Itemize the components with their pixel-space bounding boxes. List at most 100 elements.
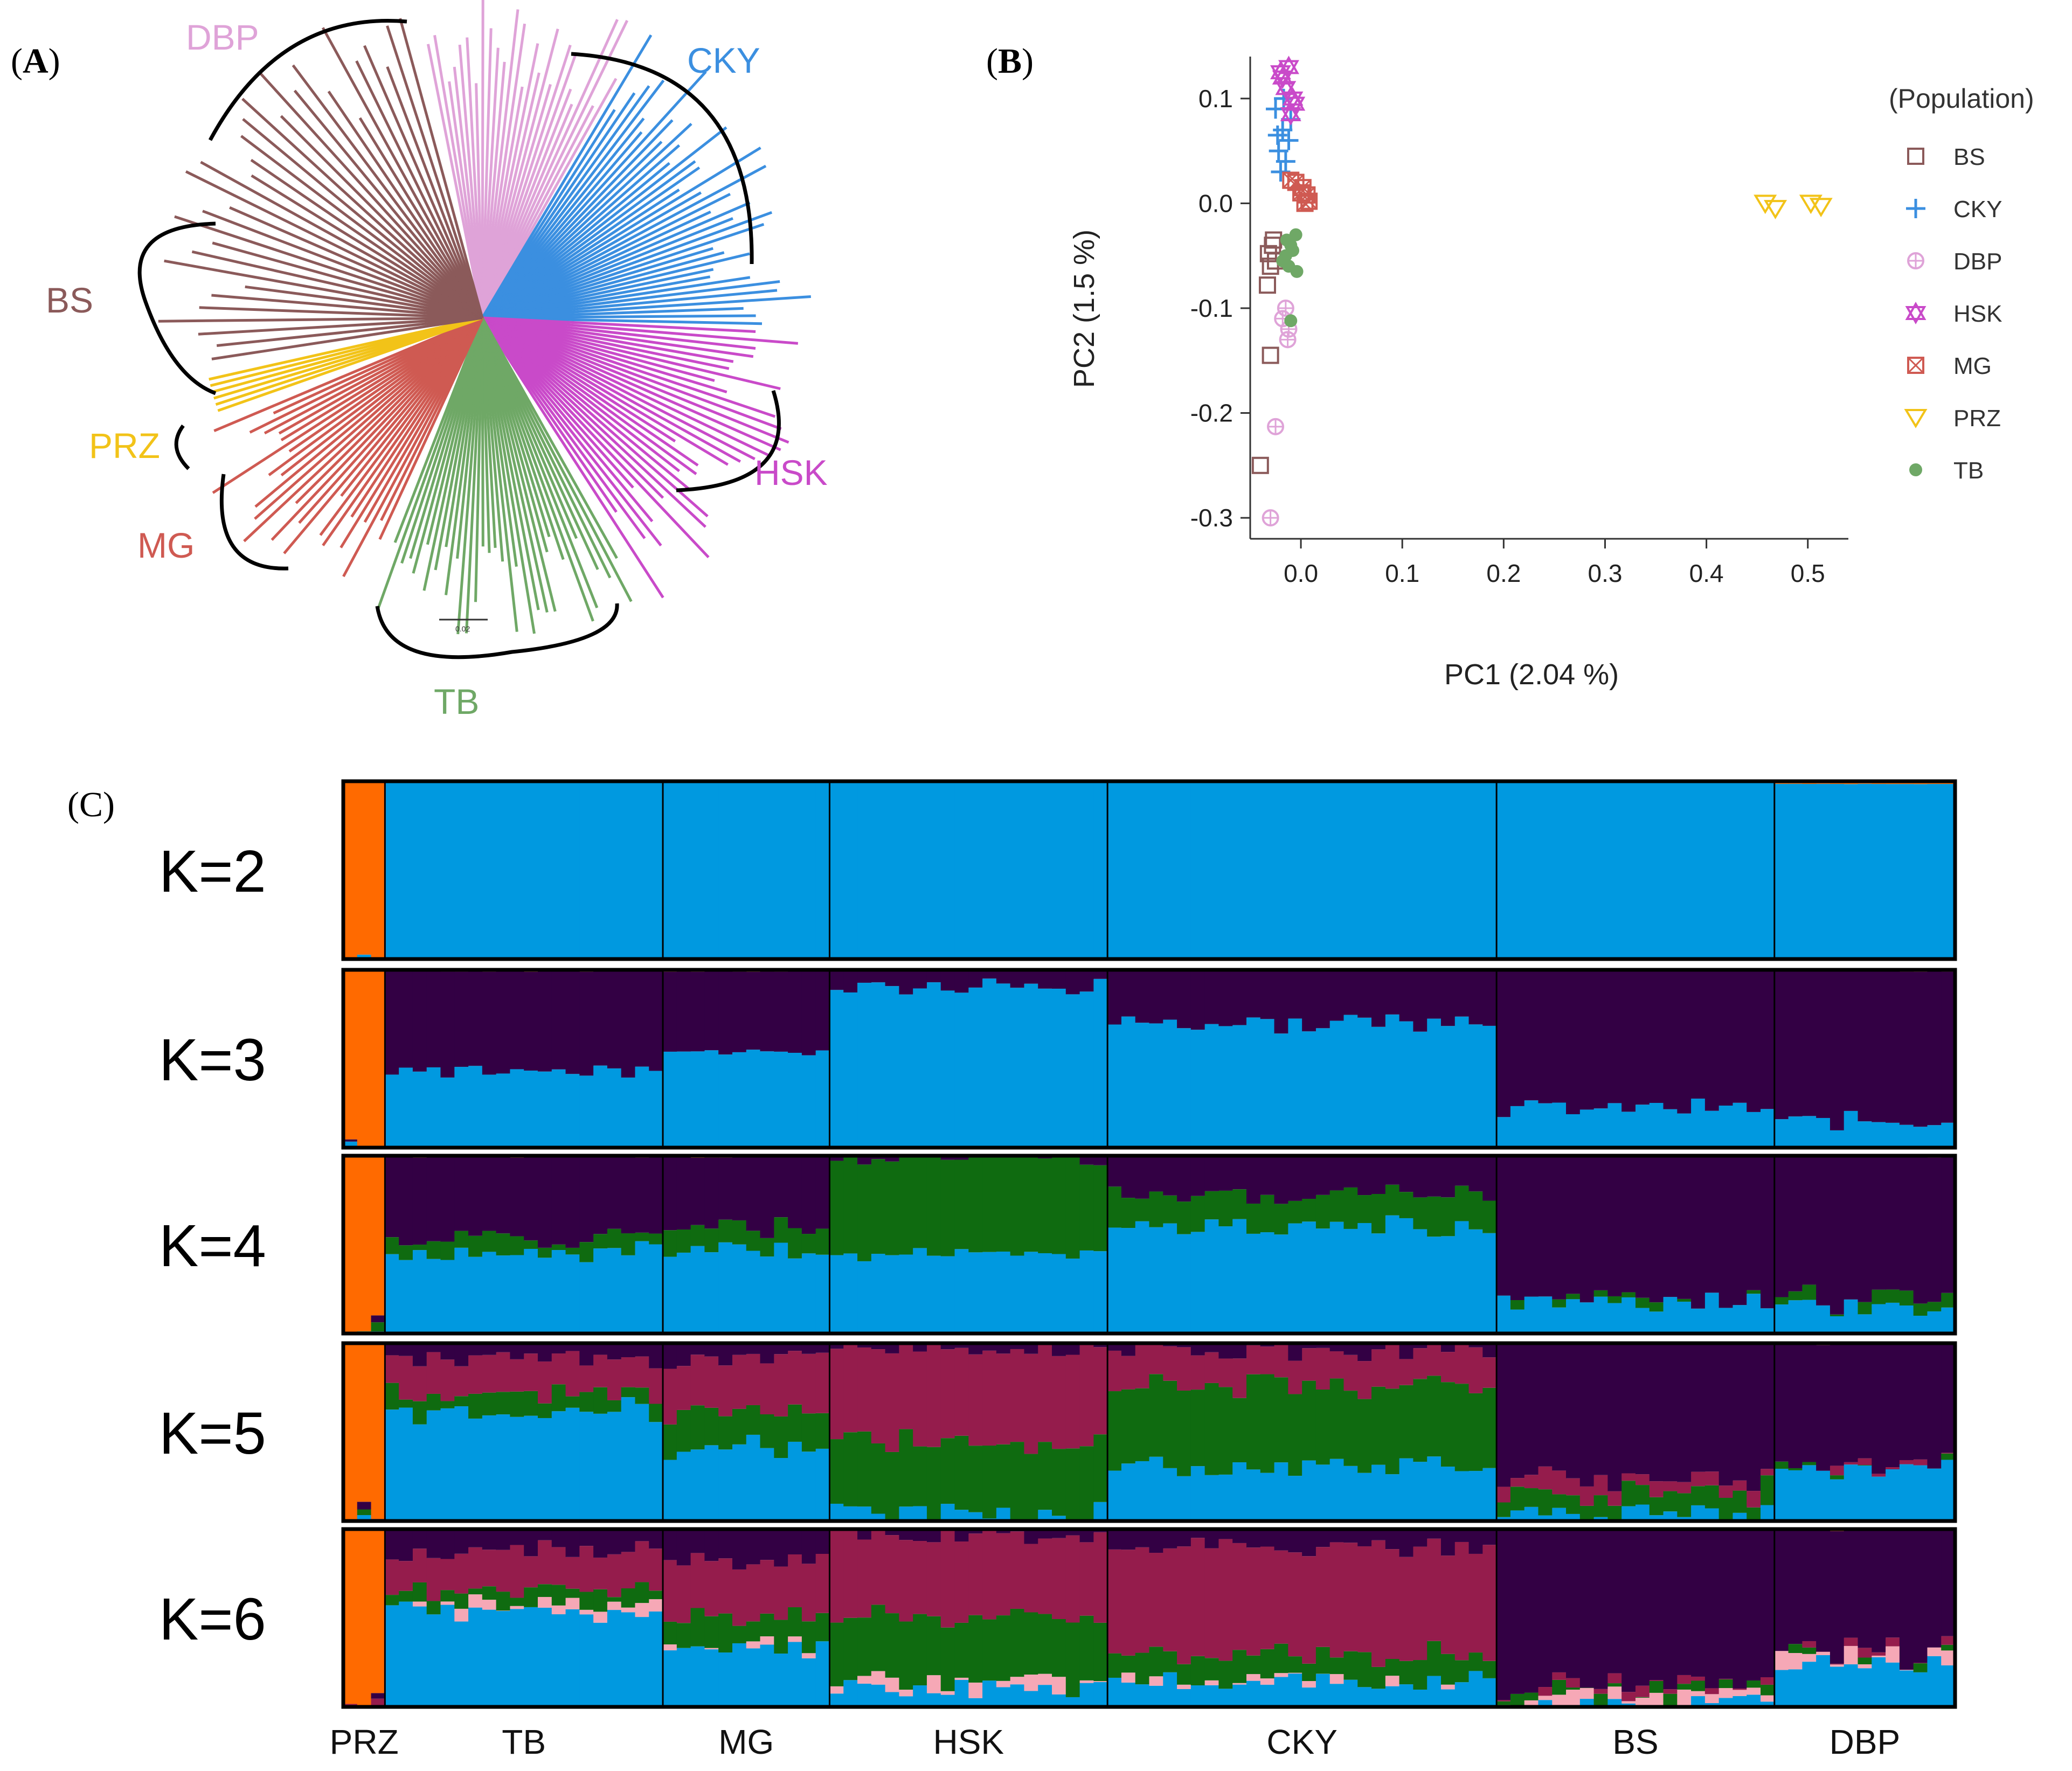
admixture-bar-tb bbox=[565, 1609, 580, 1707]
admixture-bar-hsk bbox=[996, 1680, 1011, 1687]
admixture-bar-hsk bbox=[913, 1248, 927, 1334]
tree-branch-dbp bbox=[481, 9, 519, 318]
admixture-bar-tb bbox=[468, 1393, 483, 1419]
admixture-bar-tb bbox=[551, 1250, 566, 1334]
admixture-bar-bs bbox=[1579, 970, 1595, 1110]
admixture-bar-dbp bbox=[1872, 1652, 1886, 1656]
admixture-bar-bs bbox=[1607, 1673, 1622, 1684]
tree-branch-hsk bbox=[482, 316, 782, 430]
admixture-bar-mg bbox=[676, 1051, 691, 1148]
pca-point-tb bbox=[1290, 265, 1304, 278]
admixture-bar-hsk bbox=[940, 990, 955, 1148]
admixture-bar-tb bbox=[468, 1529, 483, 1547]
admixture-bar-cky bbox=[1274, 1377, 1288, 1463]
admixture-bar-tb bbox=[482, 1600, 497, 1610]
admixture-bar-dbp bbox=[1858, 1157, 1872, 1302]
admixture-bar-bs bbox=[1579, 782, 1595, 959]
admixture-bar-mg bbox=[815, 1641, 830, 1707]
y-axis-title: PC2 (1.5 %) bbox=[1068, 230, 1100, 388]
admixture-bar-dbp bbox=[1802, 1465, 1817, 1521]
admixture-bar-bs bbox=[1635, 1504, 1650, 1521]
admixture-bar-cky bbox=[1232, 782, 1247, 959]
admixture-bar-prz bbox=[357, 970, 372, 1148]
admixture-bar-hsk bbox=[871, 1605, 886, 1671]
admixture-bar-mg bbox=[815, 1157, 830, 1229]
admixture-bar-dbp bbox=[1927, 784, 1942, 959]
admixture-bar-cky bbox=[1357, 1343, 1372, 1362]
admixture-bar-cky bbox=[1343, 782, 1358, 959]
admixture-bar-bs bbox=[1524, 1343, 1539, 1475]
admixture-bar-cky bbox=[1121, 1198, 1136, 1228]
admixture-bar-bs bbox=[1747, 1294, 1761, 1334]
admixture-bar-cky bbox=[1427, 1237, 1442, 1334]
admixture-bar-dbp bbox=[1927, 1345, 1942, 1469]
admixture-bar-dbp bbox=[1886, 1302, 1900, 1334]
admixture-bar-cky bbox=[1427, 970, 1442, 1019]
admixture-bar-bs bbox=[1510, 1106, 1525, 1148]
admixture-bar-dbp bbox=[1802, 1284, 1817, 1300]
admixture-bar-bs bbox=[1718, 1485, 1734, 1498]
admixture-bar-mg bbox=[718, 1652, 733, 1707]
admixture-bar-cky bbox=[1149, 1456, 1163, 1521]
admixture-bar-cky bbox=[1427, 1018, 1442, 1148]
admixture-bar-cky bbox=[1232, 1543, 1247, 1650]
admixture-bar-hsk bbox=[954, 992, 969, 1148]
admixture-bar-hsk bbox=[1079, 1156, 1094, 1165]
admixture-bar-cky bbox=[1274, 1529, 1288, 1551]
admixture-bar-bs bbox=[1718, 1698, 1734, 1707]
admixture-bar-prz bbox=[371, 1156, 385, 1316]
admixture-bar-hsk bbox=[940, 1349, 955, 1439]
admixture-bar-mg bbox=[704, 1561, 719, 1616]
admixture-bar-bs bbox=[1663, 970, 1678, 1109]
admixture-bar-bs bbox=[1704, 782, 1720, 959]
tree-branch-hsk bbox=[481, 316, 771, 457]
pca-point-cky bbox=[1276, 151, 1295, 171]
admixture-bar-tb bbox=[649, 1529, 663, 1549]
admixture-bar-bs bbox=[1566, 1687, 1581, 1690]
admixture-bar-cky bbox=[1177, 1343, 1191, 1348]
population-label-hsk: HSK bbox=[933, 1723, 1004, 1761]
admixture-bar-cky bbox=[1121, 1463, 1136, 1521]
admixture-bar-cky bbox=[1149, 1685, 1163, 1707]
admixture-bar-tb bbox=[635, 1066, 649, 1148]
admixture-bar-cky bbox=[1302, 1556, 1316, 1664]
admixture-bar-hsk bbox=[968, 1512, 983, 1521]
admixture-bar-hsk bbox=[899, 1529, 913, 1540]
tree-label-bs: BS bbox=[46, 280, 93, 320]
admixture-bar-bs bbox=[1538, 1489, 1553, 1516]
admixture-bar-tb bbox=[565, 1598, 580, 1609]
admixture-bar-tb bbox=[440, 1590, 455, 1602]
admixture-bar-hsk bbox=[1052, 970, 1066, 989]
admixture-bar-bs bbox=[1566, 782, 1581, 959]
tree-branch-hsk bbox=[481, 317, 654, 523]
admixture-bar-tb bbox=[385, 1595, 399, 1606]
admixture-bar-bs bbox=[1663, 1491, 1678, 1512]
admixture-bar-bs bbox=[1677, 970, 1692, 1114]
admixture-bar-tb bbox=[551, 1384, 566, 1412]
admixture-bar-mg bbox=[801, 783, 816, 959]
admixture-bar-tb bbox=[565, 1254, 580, 1334]
pca-point-bs bbox=[1262, 258, 1279, 275]
admixture-bar-cky bbox=[1399, 1385, 1413, 1459]
admixture-bar-cky bbox=[1107, 1653, 1122, 1678]
admixture-bar-dbp bbox=[1941, 1453, 1956, 1460]
admixture-bar-cky bbox=[1177, 1234, 1191, 1334]
admixture-bar-tb bbox=[537, 1157, 552, 1248]
admixture-bar-tb bbox=[649, 1343, 663, 1369]
admixture-bar-hsk bbox=[829, 1503, 844, 1521]
admixture-bar-hsk bbox=[885, 1353, 899, 1452]
admixture-bar-bs bbox=[1691, 970, 1706, 1099]
admixture-bar-dbp bbox=[1830, 1664, 1845, 1667]
admixture-bar-tb bbox=[524, 1353, 538, 1391]
admixture-bar-cky bbox=[1385, 1156, 1400, 1185]
admixture-bar-bs bbox=[1677, 782, 1692, 959]
admixture-bar-hsk bbox=[1052, 988, 1066, 1148]
admixture-bar-cky bbox=[1232, 1219, 1247, 1334]
admixture-bar-dbp bbox=[1886, 971, 1900, 1123]
tree-branch-bs bbox=[200, 161, 483, 320]
admixture-bar-cky bbox=[1413, 1031, 1427, 1148]
admixture-bar-cky bbox=[1246, 1374, 1261, 1470]
admixture-bar-bs bbox=[1663, 1109, 1678, 1148]
x-axis-title: PC1 (2.04 %) bbox=[1444, 658, 1619, 691]
admixture-bar-tb bbox=[496, 1255, 511, 1334]
